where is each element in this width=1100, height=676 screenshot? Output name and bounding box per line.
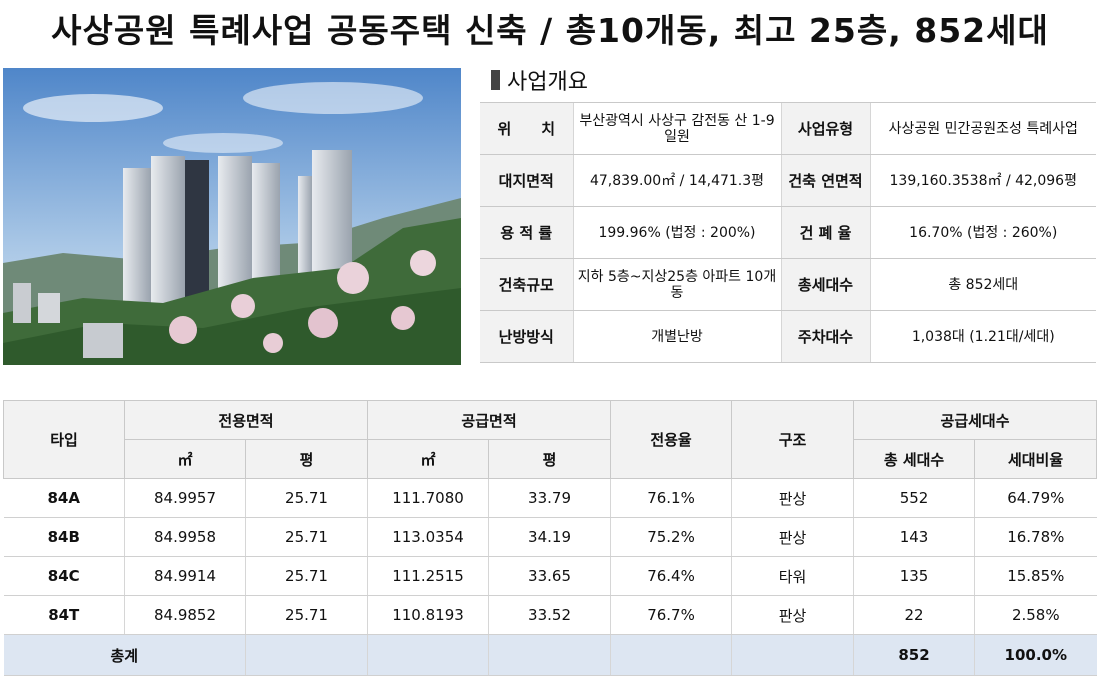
subheader-pyeong: 평 <box>244 439 369 479</box>
total-empty-cell <box>367 634 489 676</box>
overview-value: 1,038대 (1.21대/세대) <box>869 310 1096 363</box>
overview-value: 199.96% (법정 : 200%) <box>572 206 781 259</box>
cell-exclusive-pyeong: 25.71 <box>244 478 368 518</box>
total-label: 총계 <box>3 634 246 676</box>
cell-exclusive-sqm: 84.9914 <box>124 556 246 596</box>
overview-row: 대지면적 47,839.00㎡ / 14,471.3평 건축 연면적 139,1… <box>480 154 1096 207</box>
page-title: 사상공원 특례사업 공동주택 신축 / 총10개동, 최고 25층, 852세대 <box>51 11 1049 50</box>
overview-value: 부산광역시 사상구 감전동 산 1-9일원 <box>572 102 781 155</box>
overview-value: 16.70% (법정 : 260%) <box>869 206 1096 259</box>
cell-supply-pyeong: 33.65 <box>488 556 611 596</box>
table-row: 84T 84.9852 25.71 110.8193 33.52 76.7% 판… <box>3 595 1097 635</box>
overview-value: 총 852세대 <box>869 258 1096 311</box>
cell-type: 84B <box>3 517 125 557</box>
header-exclusive-area: 전용면적 <box>123 400 369 440</box>
subheader-sqm: ㎡ <box>367 439 490 479</box>
header-structure: 구조 <box>731 400 855 479</box>
header-supply-area: 공급면적 <box>367 400 612 440</box>
overview-label: 대지면적 <box>480 154 573 207</box>
total-household-count: 852 <box>853 634 975 676</box>
overview-row: 난방방식 개별난방 주차대수 1,038대 (1.21대/세대) <box>480 310 1096 363</box>
overview-label: 용 적 률 <box>480 206 573 259</box>
overview-heading-text: 사업개요 <box>507 70 588 95</box>
total-household-share: 100.0% <box>974 634 1097 676</box>
overview-label: 건 폐 율 <box>780 206 870 259</box>
cell-exclusive-sqm: 84.9958 <box>124 517 246 557</box>
cell-exclusive-pyeong: 25.71 <box>244 517 368 557</box>
cell-supply-sqm: 113.0354 <box>367 517 489 557</box>
overview-label: 위 치 <box>480 102 573 155</box>
cell-ratio: 76.1% <box>610 478 732 518</box>
cell-household-share: 16.78% <box>974 517 1097 557</box>
overview-label: 사업유형 <box>780 102 870 155</box>
table-row: 84B 84.9958 25.71 113.0354 34.19 75.2% 판… <box>3 517 1097 557</box>
cell-ratio: 76.7% <box>610 595 732 635</box>
header-ratio: 전용율 <box>610 400 733 479</box>
subheader-pyeong: 평 <box>488 439 612 479</box>
cell-exclusive-pyeong: 25.71 <box>244 556 368 596</box>
cell-supply-pyeong: 33.79 <box>488 478 611 518</box>
cell-household-share: 2.58% <box>974 595 1097 635</box>
overview-value: 지하 5층~지상25층 아파트 10개동 <box>572 258 781 311</box>
total-empty-cell <box>610 634 732 676</box>
cell-supply-sqm: 111.2515 <box>367 556 489 596</box>
subheader-total-households: 총 세대수 <box>853 439 976 479</box>
overview-row: 용 적 률 199.96% (법정 : 200%) 건 폐 율 16.70% (… <box>480 206 1096 259</box>
cell-household-count: 22 <box>853 595 975 635</box>
subheader-sqm: ㎡ <box>124 439 246 479</box>
cell-exclusive-sqm: 84.9852 <box>124 595 246 635</box>
table-row: 84C 84.9914 25.71 111.2515 33.65 76.4% 타… <box>3 556 1097 596</box>
overview-value: 개별난방 <box>572 310 781 363</box>
overview-row: 건축규모 지하 5층~지상25층 아파트 10개동 총세대수 총 852세대 <box>480 258 1096 311</box>
cell-exclusive-sqm: 84.9957 <box>124 478 246 518</box>
cell-structure: 판상 <box>731 517 854 557</box>
cell-type: 84C <box>3 556 125 596</box>
cell-structure: 판상 <box>731 595 854 635</box>
total-empty-cell <box>731 634 854 676</box>
overview-row: 위 치 부산광역시 사상구 감전동 산 1-9일원 사업유형 사상공원 민간공원… <box>480 102 1096 155</box>
cell-supply-pyeong: 34.19 <box>488 517 611 557</box>
cell-type: 84T <box>3 595 125 635</box>
subheader-household-ratio: 세대비율 <box>974 439 1098 479</box>
overview-label: 건축규모 <box>480 258 573 311</box>
cell-household-share: 15.85% <box>974 556 1097 596</box>
header-households: 공급세대수 <box>853 400 1098 440</box>
overview-label: 주차대수 <box>780 310 870 363</box>
cell-structure: 판상 <box>731 478 854 518</box>
cell-supply-pyeong: 33.52 <box>488 595 611 635</box>
header-row: 타입 전용면적 공급면적 전용율 구조 공급세대수 <box>3 400 1098 479</box>
cell-supply-sqm: 110.8193 <box>367 595 489 635</box>
cell-supply-sqm: 111.7080 <box>367 478 489 518</box>
cell-type: 84A <box>3 478 125 518</box>
overview-label: 건축 연면적 <box>780 154 870 207</box>
overview-label: 난방방식 <box>480 310 573 363</box>
cell-household-count: 143 <box>853 517 975 557</box>
unit-type-table: 타입 전용면적 공급면적 전용율 구조 공급세대수 ㎡ 평 ㎡ 평 총 세대수 … <box>3 400 1098 676</box>
apartment-rendering-image <box>3 68 461 365</box>
overview-value: 사상공원 민간공원조성 특례사업 <box>869 102 1096 155</box>
total-empty-cell <box>488 634 611 676</box>
cell-household-share: 64.79% <box>974 478 1097 518</box>
overview-value: 139,160.3538㎡ / 42,096평 <box>869 154 1096 207</box>
overview-table: 위 치 부산광역시 사상구 감전동 산 1-9일원 사업유형 사상공원 민간공원… <box>480 102 1096 363</box>
cell-household-count: 135 <box>853 556 975 596</box>
cell-structure: 타워 <box>731 556 854 596</box>
overview-heading: 사업개요 <box>491 64 588 96</box>
header-type: 타입 <box>3 400 125 479</box>
overview-value: 47,839.00㎡ / 14,471.3평 <box>572 154 781 207</box>
cell-household-count: 552 <box>853 478 975 518</box>
table-row: 84A 84.9957 25.71 111.7080 33.79 76.1% 판… <box>3 478 1097 518</box>
cell-exclusive-pyeong: 25.71 <box>244 595 368 635</box>
cell-ratio: 75.2% <box>610 517 732 557</box>
total-empty-cell <box>244 634 368 676</box>
cell-ratio: 76.4% <box>610 556 732 596</box>
heading-bullet-icon <box>491 70 500 90</box>
subheader-row: ㎡ 평 ㎡ 평 총 세대수 세대비율 <box>4 439 1098 479</box>
total-row: 총계 852 100.0% <box>3 634 1097 676</box>
overview-label: 총세대수 <box>780 258 870 311</box>
